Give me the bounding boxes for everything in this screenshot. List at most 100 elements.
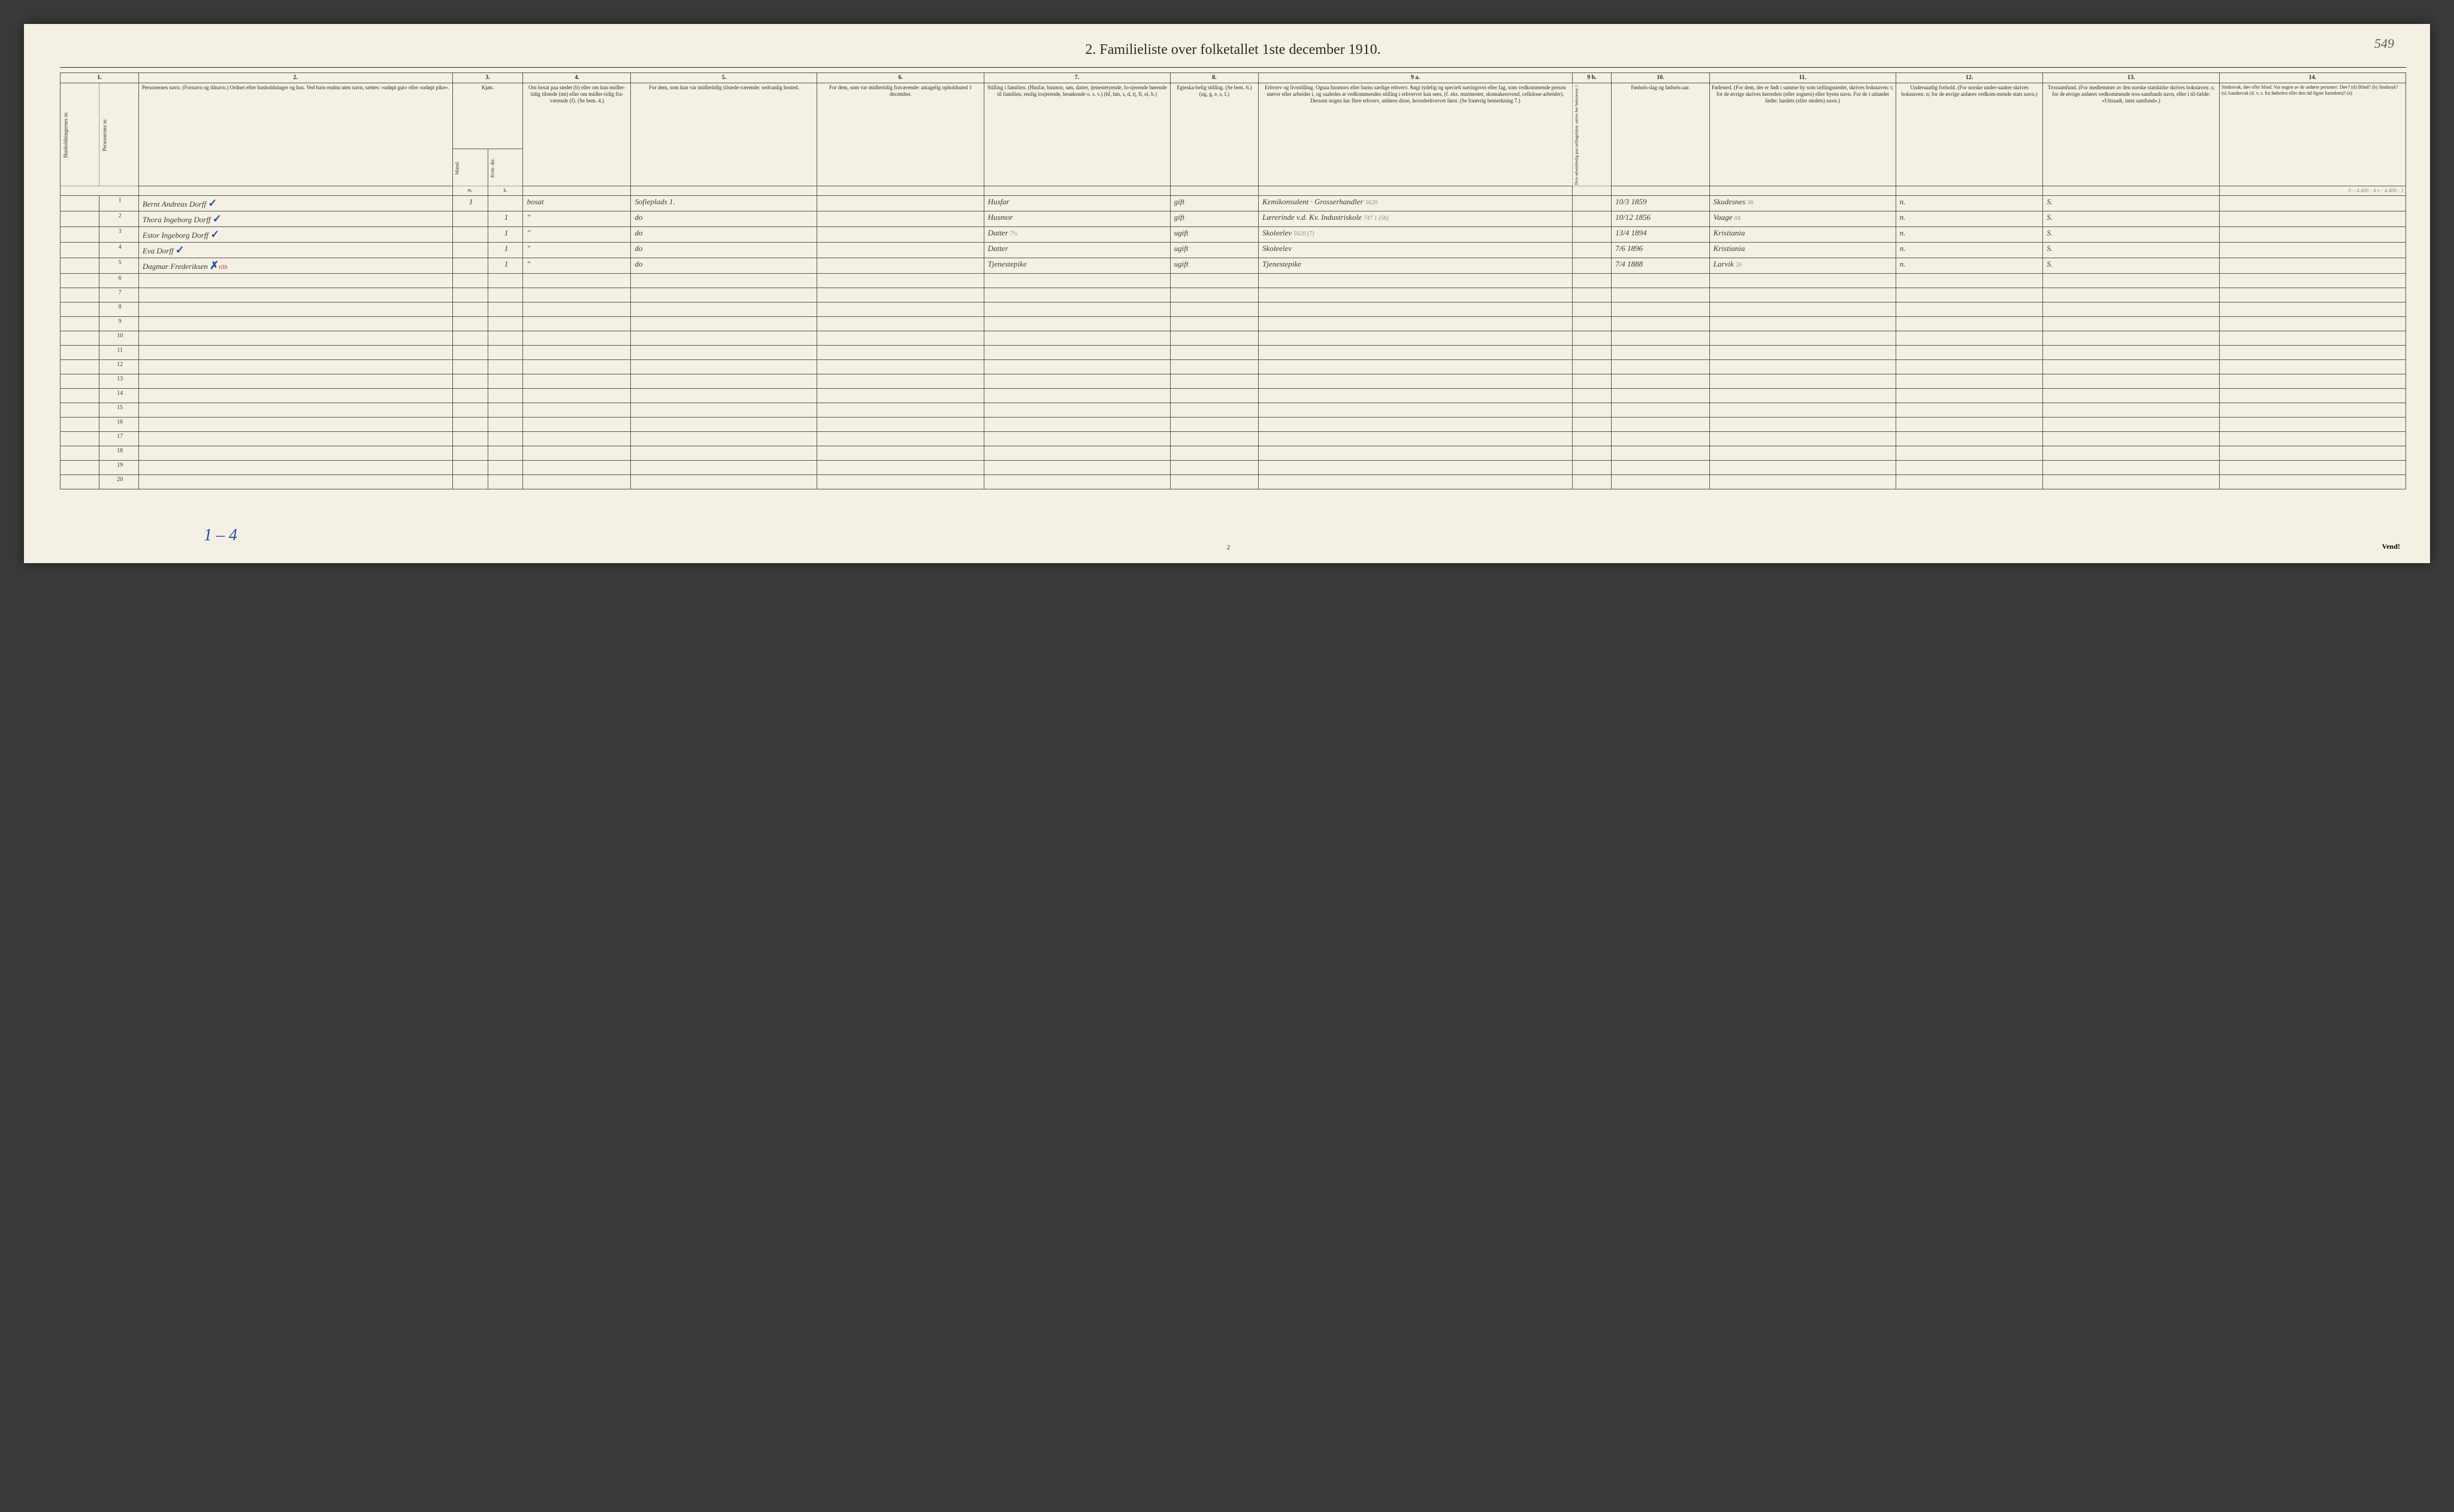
cell-c9b xyxy=(1572,360,1611,374)
cell-c9b xyxy=(1572,475,1611,489)
cell-c9b xyxy=(1572,288,1611,303)
cell-c7 xyxy=(984,432,1170,446)
cell-c14 xyxy=(2219,288,2405,303)
cell-c9 xyxy=(1258,418,1572,432)
cell-c13: S. xyxy=(2043,211,2220,227)
cell-k xyxy=(488,274,523,288)
cell-c9b xyxy=(1572,432,1611,446)
cell-c10 xyxy=(1612,418,1710,432)
cell-c11 xyxy=(1709,389,1896,403)
cell-person-nr: 16 xyxy=(99,418,138,432)
cell-person-nr: 20 xyxy=(99,475,138,489)
cell-c6 xyxy=(817,303,984,317)
cell-c13 xyxy=(2043,446,2220,461)
colnum-9a: 9 a. xyxy=(1258,73,1572,83)
cell-c11 xyxy=(1709,288,1896,303)
cell-c12: n. xyxy=(1896,196,2043,211)
cell-c6 xyxy=(817,360,984,374)
table-row: 1 Bernt Andreas Dorff ✓ 1 bosat Sofiepla… xyxy=(61,196,2406,211)
cell-c13 xyxy=(2043,461,2220,475)
cell-c8 xyxy=(1170,331,1258,346)
cell-c12 xyxy=(1896,288,2043,303)
cell-bosat: " xyxy=(523,211,631,227)
cell-c6 xyxy=(817,243,984,258)
table-row: 13 xyxy=(61,374,2406,389)
cell-c14 xyxy=(2219,196,2405,211)
cell-name xyxy=(138,403,452,418)
cell-c5 xyxy=(631,389,817,403)
cell-name: Estor Ingeborg Dorff ✓ xyxy=(138,227,452,243)
cell-c9b xyxy=(1572,258,1611,274)
cell-c5 xyxy=(631,418,817,432)
cell-k: 1 xyxy=(488,211,523,227)
cell-c14 xyxy=(2219,374,2405,389)
cell-c14 xyxy=(2219,403,2405,418)
header-kvinder: Kvin- der. xyxy=(488,149,523,186)
cell-name xyxy=(138,389,452,403)
cell-c10 xyxy=(1612,374,1710,389)
cell-c9b xyxy=(1572,389,1611,403)
cell-c7 xyxy=(984,317,1170,331)
cell-husholdning xyxy=(61,331,99,346)
cell-c10 xyxy=(1612,360,1710,374)
cell-c9 xyxy=(1258,274,1572,288)
cell-c6 xyxy=(817,288,984,303)
table-row: 11 xyxy=(61,346,2406,360)
header-erhverv: Erhverv og livsstilling. Ogsaa husmors e… xyxy=(1258,83,1572,186)
cell-c9 xyxy=(1258,288,1572,303)
cell-m xyxy=(452,360,488,374)
header-husholdning: Husholdningernes nr. xyxy=(61,83,99,186)
cell-c11 xyxy=(1709,461,1896,475)
cell-c7: Tjenestepike xyxy=(984,258,1170,274)
cell-husholdning xyxy=(61,227,99,243)
cell-c11 xyxy=(1709,303,1896,317)
cell-c10 xyxy=(1612,475,1710,489)
cell-c7 xyxy=(984,374,1170,389)
cell-c13 xyxy=(2043,403,2220,418)
table-header: 1. 2. 3. 4. 5. 6. 7. 8. 9 a. 9 b. 10. 11… xyxy=(61,73,2406,196)
cell-person-nr: 7 xyxy=(99,288,138,303)
cell-c13 xyxy=(2043,475,2220,489)
cell-c14 xyxy=(2219,432,2405,446)
header-tros: Trossamfund. (For medlemmer av den norsk… xyxy=(2043,83,2220,186)
cell-c6 xyxy=(817,258,984,274)
cell-c7: Husmor xyxy=(984,211,1170,227)
cell-c9b xyxy=(1572,446,1611,461)
cell-c7 xyxy=(984,475,1170,489)
cell-m xyxy=(452,303,488,317)
cell-c11: Vaage 04 xyxy=(1709,211,1896,227)
cell-c9b xyxy=(1572,374,1611,389)
cell-husholdning xyxy=(61,303,99,317)
cell-c6 xyxy=(817,346,984,360)
cell-c14 xyxy=(2219,274,2405,288)
cell-person-nr: 13 xyxy=(99,374,138,389)
page-title: 2. Familieliste over folketallet 1ste de… xyxy=(60,42,2406,58)
cell-c11 xyxy=(1709,418,1896,432)
cell-c13 xyxy=(2043,288,2220,303)
cell-c5 xyxy=(631,274,817,288)
cell-k xyxy=(488,432,523,446)
colnum-10: 10. xyxy=(1612,73,1710,83)
cell-c7: Datter 7½ xyxy=(984,227,1170,243)
cell-c11 xyxy=(1709,360,1896,374)
cell-c11: Skudesnes 36 xyxy=(1709,196,1896,211)
cell-c6 xyxy=(817,317,984,331)
cell-bosat xyxy=(523,461,631,475)
cell-c5: do xyxy=(631,227,817,243)
cell-c14 xyxy=(2219,303,2405,317)
cell-c9 xyxy=(1258,475,1572,489)
cell-c9 xyxy=(1258,331,1572,346)
table-row: 18 xyxy=(61,446,2406,461)
cell-c11 xyxy=(1709,346,1896,360)
cell-c9b xyxy=(1572,461,1611,475)
cell-c9b xyxy=(1572,303,1611,317)
cell-c14 xyxy=(2219,258,2405,274)
cell-c5 xyxy=(631,475,817,489)
cell-husholdning xyxy=(61,243,99,258)
cell-c13 xyxy=(2043,303,2220,317)
cell-m xyxy=(452,288,488,303)
cell-bosat: " xyxy=(523,258,631,274)
cell-c13: S. xyxy=(2043,243,2220,258)
cell-bosat xyxy=(523,317,631,331)
cell-bosat xyxy=(523,403,631,418)
